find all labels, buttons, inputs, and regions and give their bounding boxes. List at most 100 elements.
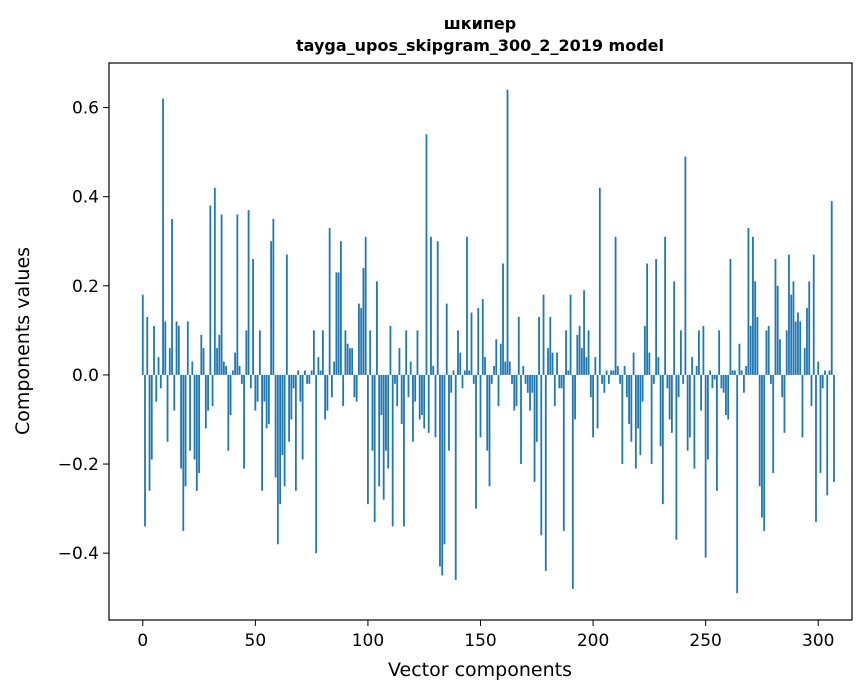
bar-series — [141, 89, 835, 594]
bar — [236, 214, 239, 375]
bar — [589, 374, 592, 398]
bar — [189, 374, 191, 451]
bar — [321, 330, 324, 375]
bar — [337, 272, 340, 375]
bar — [637, 374, 640, 429]
bar — [704, 374, 707, 558]
bar — [598, 187, 601, 375]
bar — [790, 294, 793, 375]
bar — [646, 263, 649, 375]
bar — [331, 374, 333, 398]
bar — [461, 374, 464, 389]
bar — [776, 285, 779, 375]
bar — [457, 330, 459, 375]
bar — [353, 374, 356, 398]
bar — [290, 374, 293, 420]
bar — [211, 374, 214, 407]
bar — [247, 210, 250, 375]
bar — [146, 316, 149, 375]
bar — [752, 236, 754, 375]
bar — [475, 374, 477, 509]
bar — [378, 374, 381, 487]
y-axis-label: Components values — [12, 247, 34, 435]
bar — [396, 374, 399, 407]
bar — [403, 374, 405, 527]
bar — [488, 374, 491, 487]
bar — [427, 374, 430, 433]
bar — [515, 374, 518, 407]
bar — [470, 312, 473, 375]
bar — [767, 325, 770, 375]
y-tick-label: −0.4 — [58, 544, 99, 564]
bar — [716, 374, 718, 491]
bar — [797, 312, 799, 375]
bar — [576, 334, 579, 375]
bar — [258, 330, 261, 375]
bar — [547, 348, 549, 375]
bar — [691, 357, 694, 375]
bar — [693, 374, 696, 469]
bar — [783, 374, 786, 433]
bar — [385, 374, 387, 451]
bar — [758, 374, 761, 487]
bar — [495, 339, 498, 375]
bar — [155, 374, 158, 402]
bar — [445, 303, 448, 375]
bar — [200, 334, 203, 375]
bar — [499, 343, 502, 375]
bar — [315, 374, 318, 554]
bar — [297, 370, 300, 375]
y-tick-label: 0.2 — [72, 277, 99, 297]
bar — [207, 374, 209, 411]
bar — [326, 374, 329, 411]
bar — [367, 374, 369, 505]
bar — [815, 374, 817, 522]
bar — [481, 299, 484, 375]
bar — [781, 374, 784, 398]
bar — [770, 374, 772, 384]
bar — [556, 352, 558, 375]
bar — [621, 374, 624, 465]
bar — [826, 374, 829, 496]
bar — [182, 374, 185, 531]
bar — [661, 374, 664, 505]
x-tick-label: 50 — [245, 631, 267, 651]
bar — [625, 374, 628, 398]
bar — [344, 330, 347, 375]
bar — [605, 370, 608, 375]
bar — [571, 374, 574, 589]
bar — [324, 374, 327, 420]
bar — [405, 330, 408, 375]
x-axis-ticks: 0 50 100 150 200 250 300 — [137, 620, 834, 651]
bar — [166, 374, 169, 442]
bar — [648, 352, 651, 375]
x-tick-label: 150 — [464, 631, 496, 651]
bar — [364, 236, 367, 375]
bar — [150, 374, 153, 460]
bar — [562, 374, 565, 531]
bar — [720, 374, 723, 389]
bar — [524, 374, 527, 384]
bar — [466, 236, 468, 375]
bar — [673, 281, 676, 375]
bar — [454, 374, 457, 580]
bar — [382, 374, 385, 500]
bar — [303, 370, 306, 375]
bar — [565, 330, 567, 375]
bar — [614, 236, 617, 375]
bar — [725, 374, 727, 416]
bar — [195, 374, 198, 491]
bar — [799, 321, 802, 375]
bar — [306, 374, 309, 384]
x-tick-label: 200 — [577, 631, 609, 651]
bar — [779, 339, 781, 375]
bar — [641, 374, 644, 402]
x-tick-label: 0 — [137, 631, 148, 651]
bar — [177, 325, 180, 375]
bar — [583, 290, 585, 375]
bar — [722, 374, 725, 393]
bar — [655, 259, 658, 375]
bar — [502, 263, 504, 375]
bar — [756, 316, 759, 375]
bar — [664, 236, 667, 375]
